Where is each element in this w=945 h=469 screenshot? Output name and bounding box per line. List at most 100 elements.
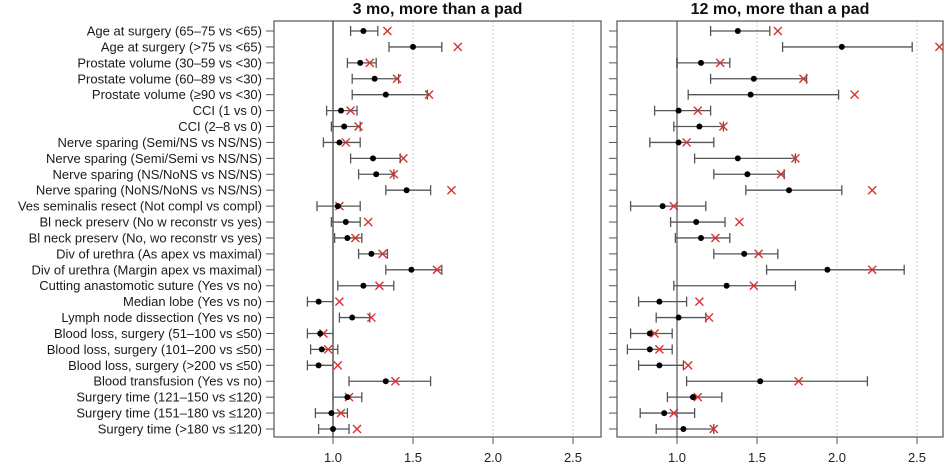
data-row (306, 296, 344, 307)
point-estimate (723, 282, 730, 289)
data-row (637, 360, 693, 371)
data-row (673, 280, 797, 291)
point-estimate (646, 330, 653, 337)
point-estimate (334, 203, 341, 210)
cross-marker (382, 26, 392, 36)
point-estimate (371, 75, 378, 82)
data-row (687, 89, 860, 100)
cross-marker (709, 424, 719, 434)
point-estimate (698, 234, 704, 241)
point-estimate (690, 394, 696, 401)
row-label: Prostate volume (60–89 vs <30) (77, 71, 262, 86)
row-label: Blood transfusion (Yes vs no) (93, 374, 262, 389)
data-row (385, 185, 456, 196)
cross-marker (669, 408, 679, 418)
point-estimate (336, 139, 343, 146)
point-estimate (757, 378, 764, 385)
cross-marker (453, 42, 463, 52)
data-row (709, 26, 783, 36)
data-row (655, 312, 714, 323)
cross-marker (392, 74, 402, 84)
x-tick-label: 1.5 (404, 450, 422, 465)
point-estimate (403, 187, 410, 194)
data-row (693, 153, 800, 164)
row-label: Surgery time (121–150 vs ≤120) (76, 390, 262, 405)
cross-marker (346, 106, 356, 116)
data-row (346, 57, 377, 68)
data-row (385, 264, 443, 275)
row-labels: Age at surgery (65–75 vs <65)Age at surg… (18, 24, 617, 437)
point-estimate (824, 266, 831, 273)
row-label: Prostate volume (≥90 vs <30) (92, 87, 262, 102)
point-estimate (373, 171, 380, 178)
cross-marker (424, 90, 434, 100)
point-estimate (744, 171, 751, 178)
point-estimate (656, 362, 663, 369)
cross-marker (336, 408, 346, 418)
row-label: Ves seminalis resect (Not compl vs compl… (18, 199, 262, 214)
cross-marker (374, 281, 384, 291)
cross-marker (693, 106, 703, 116)
cross-marker (334, 297, 344, 307)
point-estimate (693, 219, 700, 226)
data-row (349, 153, 408, 164)
cross-marker (350, 233, 360, 243)
plot-frame (273, 20, 602, 438)
row-label: Cutting anastomotic suture (Yes vs no) (39, 278, 262, 293)
row-label: Age at surgery (>75 vs <65) (101, 39, 262, 54)
cross-marker (718, 122, 728, 132)
cross-marker (354, 122, 364, 132)
cross-marker (432, 265, 442, 275)
row-label: Prostate volume (30–59 vs <30) (77, 55, 262, 70)
data-row (357, 248, 389, 259)
cross-marker (333, 360, 343, 370)
data-row (626, 344, 673, 355)
point-estimate (382, 91, 389, 98)
data-row (709, 73, 808, 84)
cross-marker (341, 137, 351, 147)
data-row (666, 392, 723, 403)
point-estimate (659, 203, 666, 210)
cross-marker (790, 153, 800, 163)
cross-marker (710, 233, 720, 243)
point-estimate (360, 28, 367, 34)
point-estimate (357, 59, 364, 66)
cross-marker (694, 297, 704, 307)
data-row (674, 232, 731, 243)
point-estimate (675, 314, 682, 321)
data-row (306, 360, 343, 371)
panel-title: 3 mo, more than a pad (353, 1, 523, 18)
row-label: CCI (2–8 vs 0) (178, 119, 262, 134)
data-row (351, 89, 434, 100)
point-estimate (344, 234, 351, 241)
point-estimate (696, 123, 703, 130)
x-tick-label: 1.5 (748, 450, 766, 465)
cross-marker (398, 153, 408, 163)
point-estimate (318, 346, 325, 353)
data-row (325, 105, 358, 116)
point-estimate (360, 282, 367, 289)
data-row (713, 248, 779, 259)
x-tick-label: 1.0 (324, 450, 342, 465)
panel-12-months: 12 mo, more than a pad 1.0 1.5 2.0 2.5 (616, 1, 944, 465)
cross-marker (446, 185, 456, 195)
cross-marker (867, 185, 877, 195)
row-label: Age at surgery (65–75 vs <65) (87, 24, 262, 39)
cross-marker (850, 90, 860, 100)
row-label: Div of urethra (As apex vs maximal) (56, 246, 262, 261)
point-estimate (330, 426, 336, 432)
cross-marker (682, 137, 692, 147)
point-estimate (328, 410, 335, 417)
point-estimate (338, 107, 344, 114)
data-row (316, 201, 361, 212)
point-estimate (315, 362, 322, 369)
point-estimate (750, 75, 757, 82)
plot-frame (616, 20, 944, 438)
data-row (713, 169, 786, 180)
point-estimate (370, 155, 376, 162)
data-row (655, 424, 719, 434)
data-row (322, 137, 361, 148)
row-label: Blood loss, surgery (>200 vs ≤50) (68, 358, 262, 373)
cross-marker (654, 344, 664, 354)
